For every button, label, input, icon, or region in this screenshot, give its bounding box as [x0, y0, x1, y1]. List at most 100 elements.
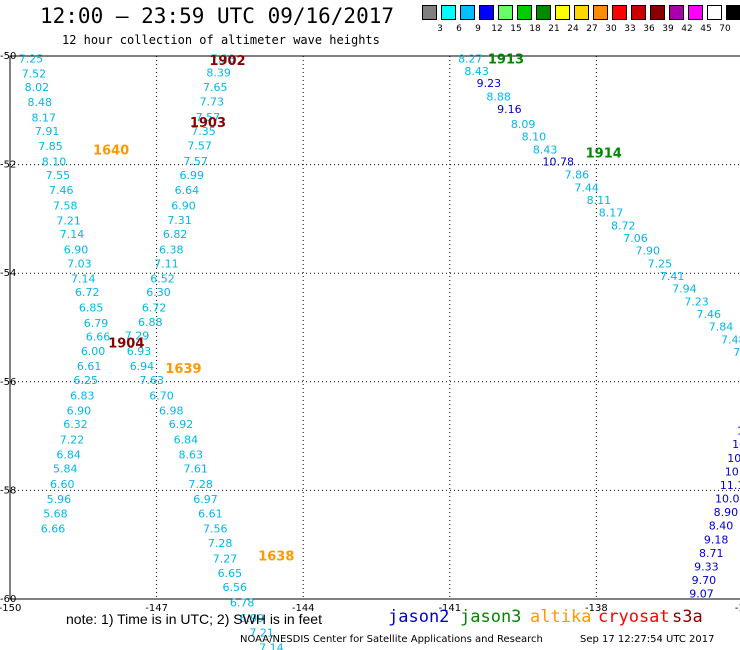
wave-height-value: 7.11 [154, 257, 179, 270]
wave-height-value: 6.99 [180, 169, 205, 182]
wave-height-value: 8.43 [464, 65, 489, 78]
track-id-label: 1914 [586, 147, 622, 162]
wave-height-value: 6.72 [142, 301, 167, 314]
wave-height-value: 6.99 [240, 612, 265, 625]
wave-height-value: 5.96 [47, 493, 72, 506]
page-subtitle: 12 hour collection of altimeter wave hei… [62, 33, 380, 47]
lat-tick-label: -58 [0, 485, 16, 496]
wave-height-value: 6.70 [149, 389, 174, 402]
wave-height-value: 7.91 [35, 125, 60, 138]
wave-height-value: 6.90 [171, 199, 196, 212]
wave-height-value: 6.82 [163, 228, 188, 241]
legend-swatch [688, 5, 703, 20]
wave-height-value: 7.48 [721, 333, 740, 346]
wave-height-value: 8.90 [714, 506, 739, 519]
legend-swatch [536, 5, 551, 20]
wave-height-value: 7.94 [672, 282, 697, 295]
legend-label: 27 [586, 24, 598, 34]
wave-height-value: 7.52 [22, 67, 47, 80]
wave-height-value: 7.85 [38, 140, 63, 153]
wave-height-value: 8.27 [458, 53, 483, 66]
satellite-legend-item: s3a [672, 607, 703, 627]
wave-height-value: 6.90 [64, 243, 89, 256]
lat-tick-label: -54 [0, 268, 16, 279]
wave-height-value: 7.21 [249, 627, 274, 640]
lon-tick-label: -13 [735, 603, 740, 614]
wave-height-value: 7.57 [196, 111, 221, 124]
wave-height-value: 10.82 [725, 465, 740, 478]
lat-tick-label: -60 [0, 594, 16, 605]
page-title: 12:00 — 23:59 UTC 09/16/2017 [40, 4, 395, 28]
legend-swatch [574, 5, 589, 20]
wave-height-value: 7.14 [60, 228, 85, 241]
wave-height-value: 7.25 [19, 53, 44, 66]
credit-text: NOAA/NESDIS Center for Satellite Applica… [240, 634, 543, 645]
wave-height-value: 8.39 [206, 66, 231, 79]
track-id-label: 1639 [165, 362, 201, 377]
legend-label: 9 [475, 24, 481, 34]
wave-height-value: 6.66 [41, 522, 66, 535]
track-id-label: 1903 [190, 116, 226, 131]
satellite-legend-item: altika [530, 607, 592, 627]
footer-note: note: 1) Time is in UTC; 2) SWH is in fe… [66, 611, 322, 627]
legend-label: 3 [437, 24, 443, 34]
legend-swatch [441, 5, 456, 20]
timestamp-text: Sep 17 12:27:54 UTC 2017 [580, 634, 715, 645]
legend-swatch [707, 5, 722, 20]
wave-height-value: 6.98 [159, 405, 184, 418]
wave-height-value: 6.83 [70, 389, 95, 402]
wave-height-value: 8.02 [25, 81, 50, 94]
legend-label: 15 [510, 24, 522, 34]
legend-label: 18 [529, 24, 541, 34]
wave-height-value: 7.57 [183, 155, 208, 168]
wave-height-value: 7.41 [660, 270, 685, 283]
wave-height-value: 6.88 [138, 316, 163, 329]
wave-height-value: 7.03 [67, 257, 92, 270]
wave-height-value: 7.46 [697, 308, 722, 321]
wave-height-value: 6.00 [81, 345, 106, 358]
lon-tick-label: -147 [145, 603, 168, 614]
wave-height-value: 8.17 [599, 206, 624, 219]
wave-height-value: 6.30 [146, 286, 171, 299]
wave-height-value: 6.84 [56, 449, 81, 462]
wave-height-value: 7.65 [203, 81, 228, 94]
wave-height-value: 5.68 [43, 508, 68, 521]
wave-height-value: 6.65 [218, 567, 243, 580]
wave-height-value: 6.25 [73, 374, 98, 387]
wave-height-value: 7.06 [623, 232, 648, 245]
legend-label: 21 [548, 24, 560, 34]
wave-height-value: 7.61 [183, 463, 208, 476]
lat-tick-label: -56 [0, 377, 16, 388]
wave-height-value: 7.55 [46, 169, 71, 182]
wave-height-value: 6.61 [198, 508, 223, 521]
legend-swatch [669, 5, 684, 20]
wave-height-value: 7.84 [709, 320, 734, 333]
legend-swatch [422, 5, 437, 20]
wave-height-value: 7.46 [49, 184, 74, 197]
wave-height-value: 10.33 [727, 452, 740, 465]
wave-height-value: 6.56 [223, 581, 248, 594]
track-id-label: 1640 [93, 143, 129, 158]
wave-height-value: 10.06 [715, 493, 740, 506]
track-id-label: 1902 [209, 54, 245, 69]
wave-height-value: 7.25 [648, 257, 673, 270]
wave-height-value: 11.18 [720, 479, 740, 492]
legend-label: 12 [491, 24, 503, 34]
wave-height-value: 8.40 [709, 520, 734, 533]
wave-height-value: 8.09 [511, 118, 536, 131]
wave-height-value: 8.11 [587, 194, 612, 207]
legend-label: 45 [700, 24, 712, 34]
wave-height-value: 6.93 [127, 345, 152, 358]
wave-height-value: 6.85 [79, 301, 104, 314]
legend-swatch [612, 5, 627, 20]
wave-height-value: 7.58 [53, 199, 78, 212]
satellite-legend-item: cryosat [598, 607, 670, 627]
lon-tick-label: -138 [585, 603, 608, 614]
legend-label: 24 [567, 24, 579, 34]
wave-height-value: 10.78 [543, 155, 575, 168]
wave-height-value: 8.10 [522, 130, 547, 143]
wave-height-value: 7.28 [208, 537, 233, 550]
track-id-label: 1638 [258, 550, 294, 565]
legend-swatch [555, 5, 570, 20]
wave-height-value: 8.72 [611, 219, 636, 232]
